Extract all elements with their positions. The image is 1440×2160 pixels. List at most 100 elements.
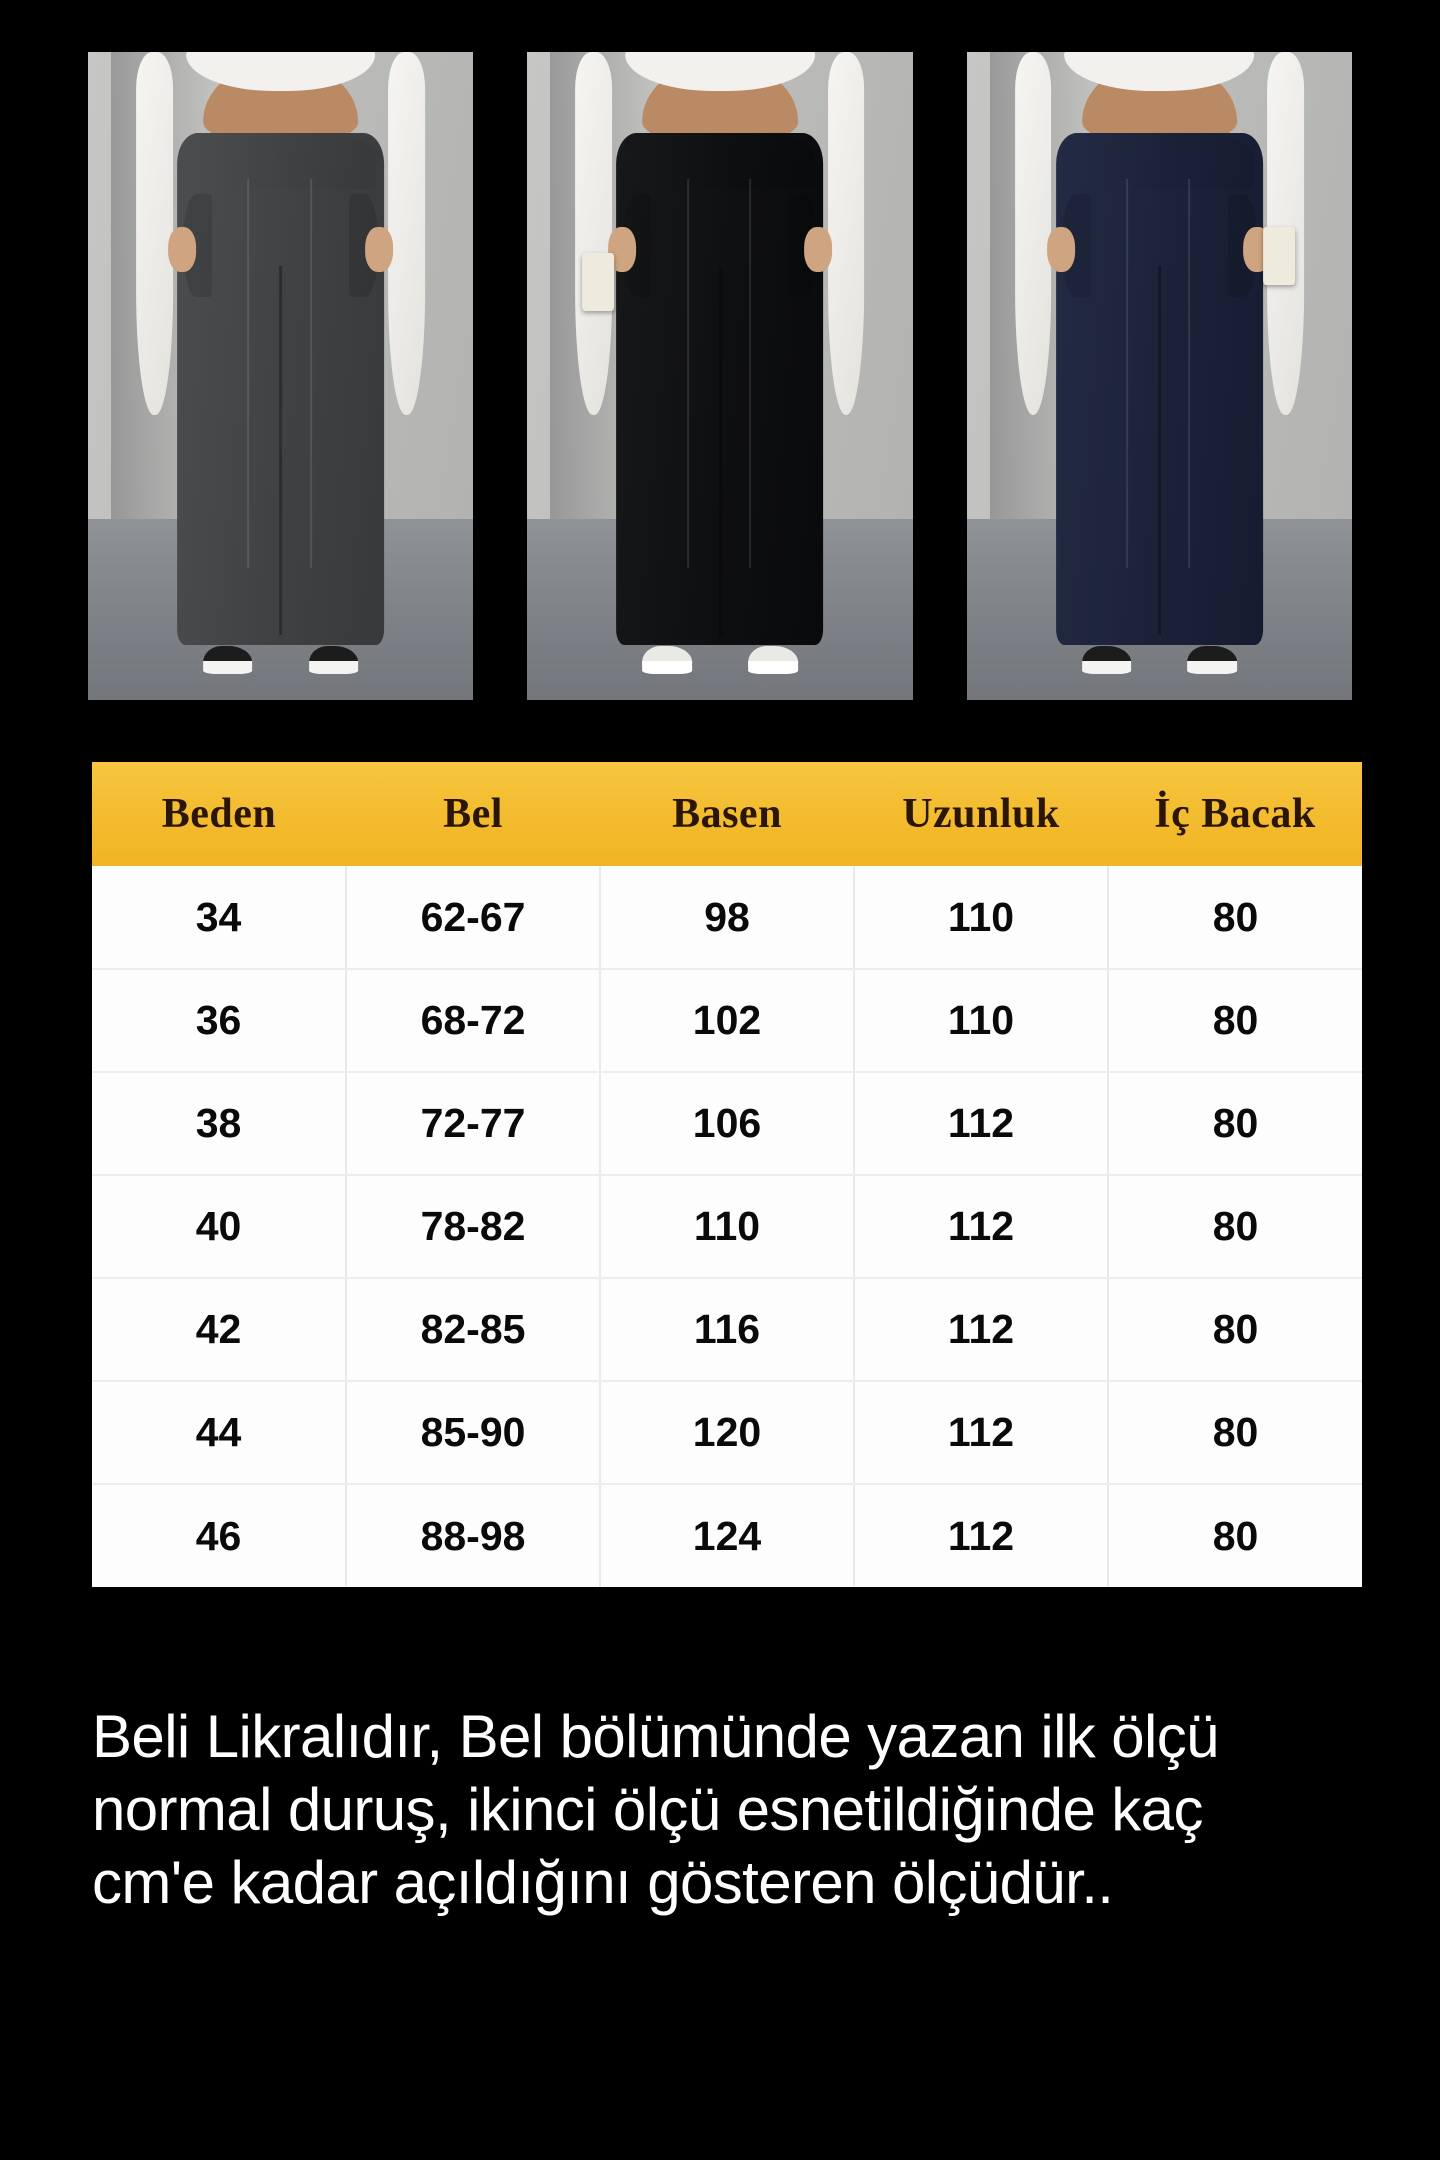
column-header-basen: Basen: [600, 762, 854, 866]
shoe-right: [1187, 645, 1237, 675]
waistband: [624, 133, 816, 190]
pleat-right: [309, 179, 312, 569]
left-arm: [1014, 52, 1052, 415]
measurement-note: Beli Likralıdır, Bel bölümünde yazan ilk…: [92, 1700, 1362, 1920]
cell-ic-bacak: 80: [1108, 1175, 1362, 1279]
cell-bel: 72-77: [346, 1072, 601, 1176]
cell-beden: 46: [92, 1484, 347, 1587]
left-hand: [1047, 226, 1076, 273]
cell-beden: 36: [92, 969, 347, 1073]
pleat-right: [1188, 179, 1191, 569]
left-arm: [136, 52, 173, 415]
cell-beden: 38: [92, 1072, 347, 1176]
cell-beden: 42: [92, 1278, 347, 1382]
shoe-sole: [202, 660, 253, 675]
right-arm: [388, 52, 426, 415]
pleat-left: [247, 179, 250, 569]
cell-ic-bacak: 80: [1108, 1072, 1362, 1176]
crop-top: [185, 52, 376, 91]
model-figure: [575, 52, 865, 700]
trousers: [177, 133, 385, 645]
size-chart-table: Beden Bel Basen Uzunluk İç Bacak 34 62-6…: [92, 762, 1362, 1587]
cell-uzunluk: 110: [854, 866, 1109, 970]
product-photo-strip: [88, 52, 1352, 700]
cell-ic-bacak: 80: [1108, 1278, 1362, 1382]
product-photo-navy[interactable]: [966, 52, 1352, 700]
table-row: 42 82-85 116 112 80: [92, 1278, 1362, 1382]
cell-uzunluk: 112: [854, 1072, 1109, 1176]
table-header-row: Beden Bel Basen Uzunluk İç Bacak: [92, 762, 1362, 866]
cell-uzunluk: 112: [854, 1175, 1109, 1279]
note-line-1: Beli Likralıdır, Bel bölümünde yazan ilk…: [92, 1703, 1220, 1770]
cell-beden: 40: [92, 1175, 347, 1279]
table-row: 38 72-77 106 112 80: [92, 1072, 1362, 1176]
table-row: 46 88-98 124 112 80: [92, 1484, 1362, 1587]
table-row: 40 78-82 110 112 80: [92, 1175, 1362, 1279]
cell-basen: 120: [600, 1381, 855, 1485]
cell-ic-bacak: 80: [1108, 1381, 1362, 1485]
cell-bel: 62-67: [346, 866, 601, 970]
right-arm: [827, 52, 865, 415]
shoe-left: [202, 645, 253, 675]
cell-basen: 102: [600, 969, 855, 1073]
cell-bel: 88-98: [346, 1484, 601, 1587]
cell-beden: 44: [92, 1381, 347, 1485]
cell-bel: 68-72: [346, 969, 601, 1073]
cell-bel: 82-85: [346, 1278, 601, 1382]
cell-basen: 106: [600, 1072, 855, 1176]
shoe-left: [1081, 645, 1132, 675]
right-hand: [804, 226, 833, 273]
size-table: Beden Bel Basen Uzunluk İç Bacak 34 62-6…: [92, 762, 1362, 1587]
cell-basen: 98: [600, 866, 855, 970]
table-row: 36 68-72 102 110 80: [92, 969, 1362, 1073]
cell-basen: 110: [600, 1175, 855, 1279]
clutch-bag: [1262, 226, 1296, 286]
cell-uzunluk: 110: [854, 969, 1109, 1073]
shoe-sole: [1081, 660, 1132, 675]
cell-basen: 116: [600, 1278, 855, 1382]
crop-top: [1064, 52, 1255, 91]
model-figure: [136, 52, 426, 700]
table-header: Beden Bel Basen Uzunluk İç Bacak: [92, 762, 1362, 866]
pleat-right: [748, 179, 751, 569]
cell-bel: 78-82: [346, 1175, 601, 1279]
waistband: [1064, 133, 1255, 190]
cell-ic-bacak: 80: [1108, 1484, 1362, 1587]
shoe-sole: [308, 660, 359, 675]
shoe-sole: [748, 660, 798, 675]
cell-ic-bacak: 80: [1108, 969, 1362, 1073]
left-hand: [168, 226, 197, 273]
shoe-right: [748, 645, 798, 675]
table-row: 34 62-67 98 110 80: [92, 866, 1362, 970]
column-header-ic-bacak: İç Bacak: [1108, 762, 1362, 866]
table-row: 44 85-90 120 112 80: [92, 1381, 1362, 1485]
waistband: [185, 133, 376, 190]
trousers: [616, 133, 824, 645]
shoe-sole: [642, 660, 692, 675]
note-line-2: normal duruş, ikinci ölçü esnetildiğinde…: [92, 1776, 1203, 1844]
right-hand: [364, 226, 393, 273]
center-seam: [279, 266, 283, 635]
shoe-sole: [1187, 660, 1237, 675]
center-seam: [718, 266, 722, 635]
crop-top: [625, 52, 815, 91]
left-arm: [575, 52, 613, 415]
column-header-bel: Bel: [346, 762, 600, 866]
shoe-right: [308, 645, 359, 675]
trousers: [1055, 133, 1263, 645]
cell-uzunluk: 112: [854, 1484, 1109, 1587]
cell-basen: 124: [600, 1484, 855, 1587]
cell-ic-bacak: 80: [1108, 866, 1362, 970]
column-header-uzunluk: Uzunluk: [854, 762, 1108, 866]
model-figure: [1014, 52, 1304, 700]
center-seam: [1158, 266, 1162, 635]
cell-uzunluk: 112: [854, 1278, 1109, 1382]
column-header-beden: Beden: [92, 762, 346, 866]
product-photo-black[interactable]: [527, 52, 913, 700]
product-photo-charcoal[interactable]: [88, 52, 474, 700]
pleat-left: [1126, 179, 1129, 569]
clutch-bag: [581, 252, 615, 312]
cell-uzunluk: 112: [854, 1381, 1109, 1485]
table-body: 34 62-67 98 110 80 36 68-72 102 110 80 3…: [92, 866, 1362, 1587]
